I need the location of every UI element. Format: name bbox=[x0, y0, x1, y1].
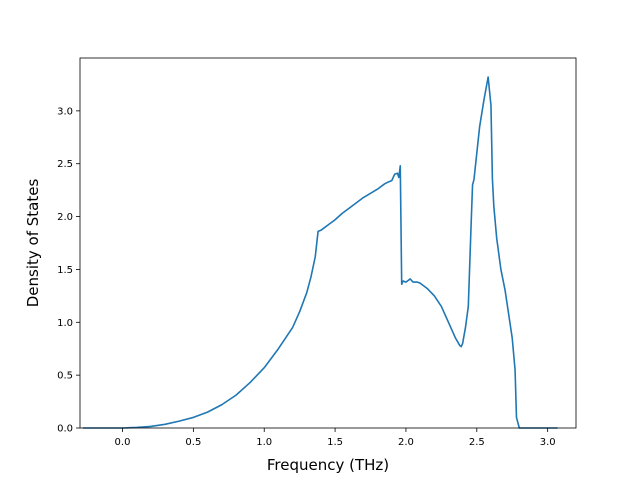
y-tick-label: 2.0 bbox=[57, 212, 73, 223]
x-axis: 0.0 0.5 1.0 1.5 2.0 2.5 3.0 bbox=[115, 428, 556, 448]
x-tick-label: 2.5 bbox=[469, 437, 485, 448]
x-tick-label: 1.0 bbox=[256, 437, 272, 448]
x-tick-label: 0.0 bbox=[115, 437, 131, 448]
y-tick-label: 3.0 bbox=[57, 106, 73, 117]
x-tick-label: 3.0 bbox=[540, 437, 556, 448]
x-tick-label: 2.0 bbox=[398, 437, 414, 448]
y-tick-label: 1.5 bbox=[57, 265, 73, 276]
plot-frame bbox=[79, 57, 577, 429]
y-axis-label: Density of States bbox=[24, 179, 42, 308]
x-axis-label: Frequency (THz) bbox=[267, 456, 389, 474]
y-tick-label: 0.5 bbox=[57, 371, 73, 382]
y-tick-label: 1.0 bbox=[57, 318, 73, 329]
x-tick-label: 0.5 bbox=[185, 437, 201, 448]
y-axis: 0.0 0.5 1.0 1.5 2.0 2.5 3.0 bbox=[57, 106, 80, 435]
y-tick-label: 0.0 bbox=[57, 424, 73, 435]
plot-content bbox=[82, 76, 558, 429]
y-tick-label: 2.5 bbox=[57, 159, 73, 170]
series-line-0 bbox=[82, 76, 558, 429]
x-tick-label: 1.5 bbox=[327, 437, 343, 448]
